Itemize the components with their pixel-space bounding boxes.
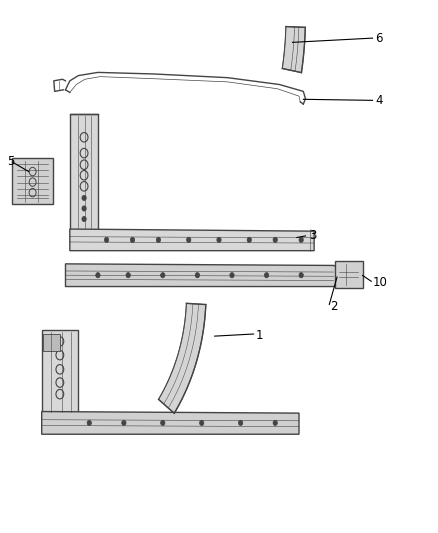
Circle shape [238, 420, 243, 425]
Circle shape [247, 237, 251, 243]
Polygon shape [66, 264, 337, 287]
Text: 6: 6 [375, 31, 383, 45]
Polygon shape [42, 330, 78, 414]
Circle shape [217, 237, 221, 243]
Circle shape [273, 237, 277, 243]
Polygon shape [335, 261, 363, 288]
Circle shape [273, 420, 277, 425]
Polygon shape [12, 158, 53, 204]
Circle shape [156, 237, 161, 243]
Circle shape [82, 195, 86, 200]
Circle shape [299, 237, 304, 243]
Circle shape [82, 216, 86, 222]
Text: 1: 1 [256, 328, 263, 342]
Polygon shape [70, 114, 98, 231]
Polygon shape [42, 411, 299, 434]
Circle shape [161, 272, 165, 278]
Circle shape [299, 272, 304, 278]
Polygon shape [159, 303, 206, 413]
Circle shape [122, 420, 126, 425]
Text: 2: 2 [331, 300, 338, 313]
Circle shape [161, 420, 165, 425]
Circle shape [195, 272, 200, 278]
Circle shape [187, 237, 191, 243]
Polygon shape [282, 27, 305, 72]
Circle shape [82, 206, 86, 211]
FancyBboxPatch shape [43, 334, 60, 351]
Circle shape [104, 237, 109, 243]
Text: 3: 3 [309, 229, 316, 243]
Circle shape [126, 272, 131, 278]
Text: 4: 4 [375, 94, 383, 107]
Circle shape [230, 272, 234, 278]
Circle shape [200, 420, 204, 425]
Circle shape [265, 272, 269, 278]
Polygon shape [70, 229, 314, 251]
Circle shape [96, 272, 100, 278]
Text: 5: 5 [7, 155, 14, 167]
Circle shape [131, 237, 134, 243]
Circle shape [87, 420, 92, 425]
Text: 10: 10 [372, 276, 387, 289]
